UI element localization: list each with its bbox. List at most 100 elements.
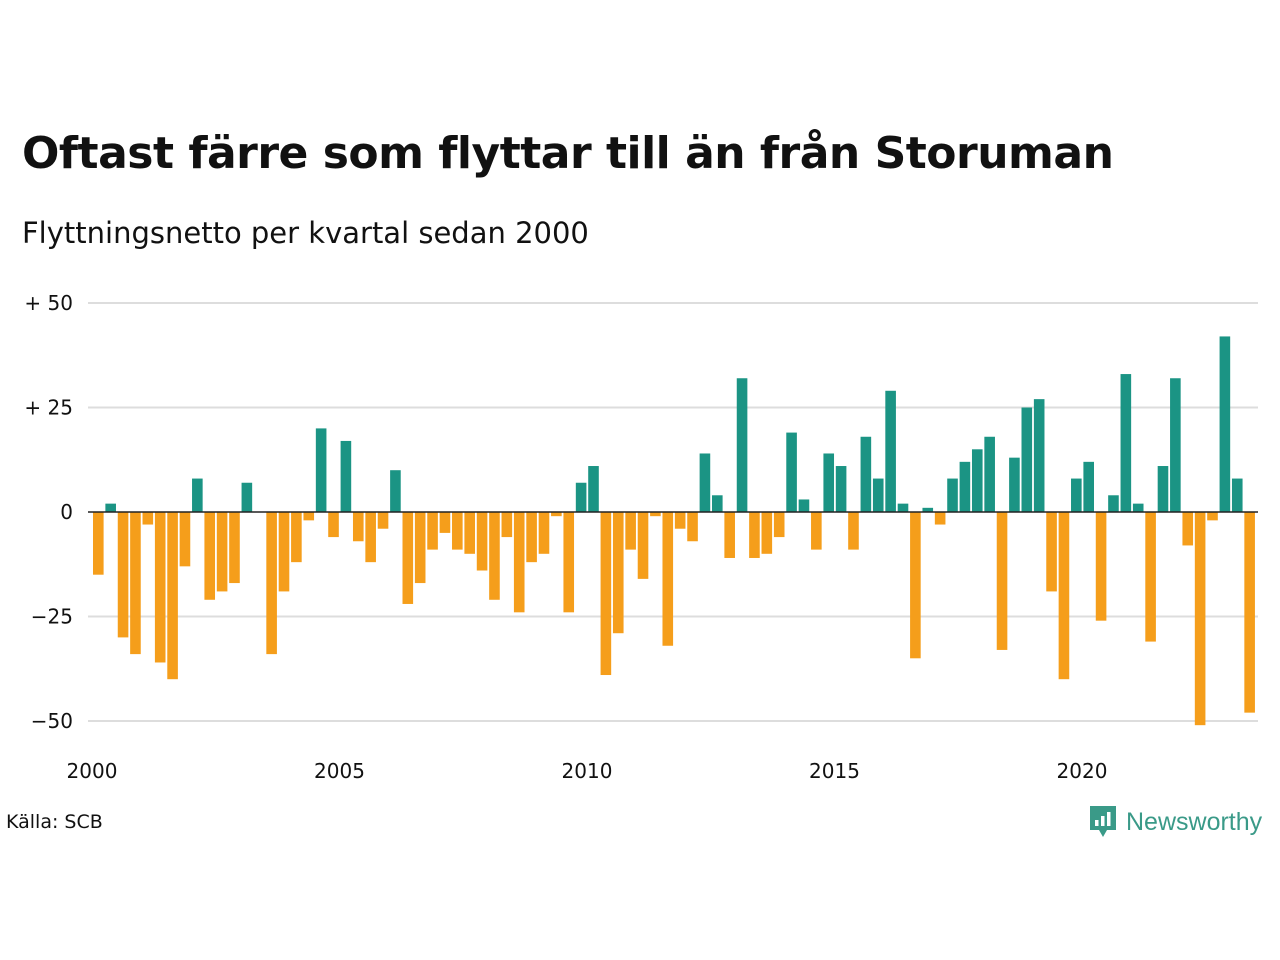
bar bbox=[1182, 512, 1194, 546]
bar bbox=[1145, 512, 1156, 642]
x-axis-labels: 2000 2005 2010 2015 2020 bbox=[67, 759, 1108, 783]
bar bbox=[452, 512, 463, 550]
bar bbox=[303, 512, 315, 521]
bar bbox=[1046, 512, 1057, 592]
bar bbox=[551, 512, 562, 517]
bar bbox=[860, 436, 872, 512]
bar bbox=[192, 478, 203, 512]
bar bbox=[736, 378, 748, 512]
bar bbox=[612, 512, 624, 634]
bar bbox=[377, 512, 389, 529]
bar bbox=[464, 512, 475, 554]
bar bbox=[427, 512, 438, 550]
bar bbox=[625, 512, 636, 550]
bar bbox=[352, 512, 364, 542]
bar bbox=[773, 512, 785, 538]
bar bbox=[439, 512, 451, 533]
bars bbox=[93, 336, 1255, 726]
bar bbox=[699, 453, 711, 512]
bar bbox=[984, 436, 995, 512]
bar bbox=[674, 512, 686, 529]
bar bbox=[402, 512, 414, 604]
bar bbox=[1231, 478, 1243, 512]
bar bbox=[934, 512, 946, 525]
bar bbox=[93, 512, 104, 575]
y-tick-label: −25 bbox=[31, 605, 73, 629]
bar bbox=[1207, 512, 1218, 521]
bar bbox=[241, 482, 253, 512]
bar bbox=[885, 390, 896, 512]
brand-logo: Newsworthy bbox=[1088, 804, 1262, 840]
bar bbox=[105, 503, 116, 512]
bar bbox=[278, 512, 290, 592]
bar bbox=[328, 512, 339, 538]
bar bbox=[1095, 512, 1107, 621]
bar bbox=[1009, 457, 1020, 512]
bar bbox=[1071, 478, 1082, 512]
brand-name: Newsworthy bbox=[1126, 807, 1263, 836]
bar bbox=[414, 512, 426, 584]
bar bbox=[1021, 407, 1033, 512]
bar bbox=[142, 512, 154, 525]
bar bbox=[637, 512, 649, 579]
y-tick-label: + 50 bbox=[24, 291, 73, 315]
bar bbox=[749, 512, 760, 558]
bar bbox=[600, 512, 612, 676]
bar bbox=[130, 512, 141, 655]
bar bbox=[724, 512, 735, 558]
bar bbox=[1157, 466, 1169, 512]
bar bbox=[835, 466, 847, 512]
bar bbox=[575, 482, 587, 512]
bar bbox=[897, 503, 909, 512]
bar bbox=[489, 512, 500, 600]
bar bbox=[761, 512, 773, 554]
chart-subtitle: Flyttningsnetto per kvartal sedan 2000 bbox=[22, 216, 589, 250]
bar bbox=[315, 428, 327, 512]
bar bbox=[662, 512, 674, 646]
bar bbox=[167, 512, 178, 680]
bar bbox=[538, 512, 550, 554]
bar bbox=[1219, 336, 1231, 512]
bar bbox=[712, 495, 723, 512]
bar bbox=[340, 440, 352, 512]
bar bbox=[922, 507, 934, 512]
bar bbox=[848, 512, 859, 550]
bar bbox=[1058, 512, 1070, 680]
y-tick-label: + 25 bbox=[24, 396, 73, 420]
bar bbox=[588, 466, 599, 512]
bar bbox=[1108, 495, 1119, 512]
bar bbox=[872, 478, 884, 512]
x-tick-label: 2010 bbox=[562, 759, 613, 783]
bar bbox=[365, 512, 376, 563]
bar bbox=[266, 512, 277, 655]
bar bbox=[513, 512, 525, 613]
x-tick-label: 2000 bbox=[67, 759, 118, 783]
bar bbox=[1033, 399, 1045, 512]
bar bbox=[811, 512, 822, 550]
x-tick-label: 2020 bbox=[1057, 759, 1108, 783]
bar bbox=[204, 512, 216, 600]
bar bbox=[154, 512, 166, 663]
bar bbox=[959, 461, 971, 512]
bar bbox=[1132, 503, 1144, 512]
y-tick-label: −50 bbox=[31, 709, 73, 733]
bar bbox=[216, 512, 228, 592]
bar bbox=[823, 453, 835, 512]
bar bbox=[291, 512, 302, 563]
bar bbox=[1194, 512, 1206, 726]
source-note: Källa: SCB bbox=[6, 811, 103, 833]
bar bbox=[971, 449, 983, 512]
bar bbox=[1244, 512, 1255, 713]
bar bbox=[526, 512, 537, 563]
bar bbox=[1083, 461, 1094, 512]
bar bbox=[1120, 374, 1132, 512]
x-tick-label: 2015 bbox=[809, 759, 860, 783]
newsworthy-logo-icon bbox=[1090, 806, 1116, 837]
chart-title: Oftast färre som flyttar till än från St… bbox=[22, 128, 1114, 179]
bar bbox=[476, 512, 488, 571]
bar bbox=[229, 512, 240, 584]
bar bbox=[798, 499, 810, 512]
bar bbox=[179, 512, 191, 567]
bar bbox=[117, 512, 129, 638]
bar bbox=[786, 432, 797, 512]
